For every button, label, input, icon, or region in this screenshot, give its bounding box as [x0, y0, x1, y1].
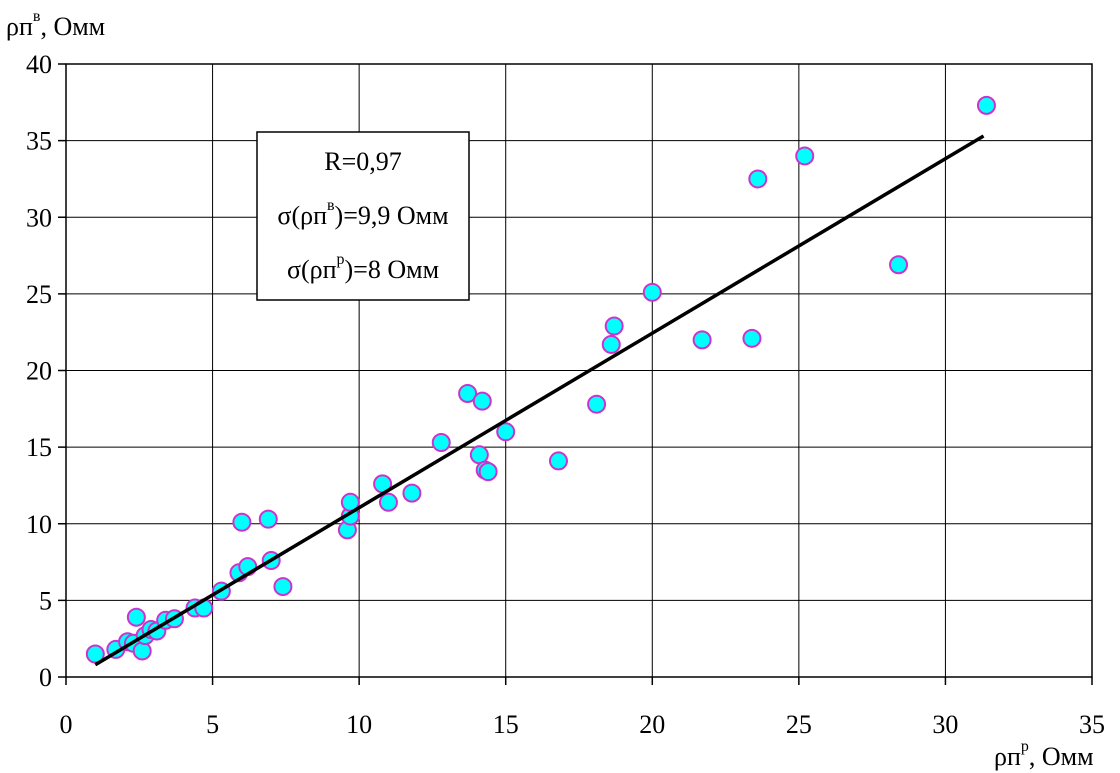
data-point [642, 282, 662, 302]
y-tick-label: 20 [26, 357, 52, 386]
stats-annotation: R=0,97 σ(ρпв)=9,9 Омм σ(ρпр)=8 Омм [256, 131, 470, 301]
stats-annotation-box [256, 131, 470, 301]
data-point [472, 391, 492, 411]
data-point [232, 512, 252, 532]
data-point [742, 328, 762, 348]
x-tick-label: 20 [639, 710, 665, 739]
data-point [601, 334, 621, 354]
data-point [548, 451, 568, 471]
y-tick-label: 40 [26, 50, 52, 79]
data-point [431, 433, 451, 453]
data-point [692, 330, 712, 350]
y-tick-label: 0 [39, 663, 52, 692]
data-point [496, 422, 516, 442]
sigma-p-text: σ(ρпр)=8 Омм [287, 251, 439, 284]
data-point [340, 492, 360, 512]
y-tick-label: 15 [26, 433, 52, 462]
y-tick-label: 10 [26, 510, 52, 539]
x-tick-label: 5 [206, 710, 219, 739]
data-point [976, 95, 996, 115]
x-tick-label: 10 [346, 710, 372, 739]
data-point [748, 169, 768, 189]
data-point [132, 641, 152, 661]
y-tick-label: 35 [26, 127, 52, 156]
y-axis-ticks: 0 5 10 15 20 25 30 35 40 [26, 50, 66, 692]
data-point [378, 492, 398, 512]
sigma-v-text: σ(ρпв)=9,9 Омм [277, 197, 448, 230]
grid-lines [66, 64, 1092, 677]
data-point [126, 607, 146, 627]
data-point [402, 483, 422, 503]
data-point [604, 316, 624, 336]
data-point [273, 577, 293, 597]
y-tick-label: 5 [39, 586, 52, 615]
data-points [85, 95, 996, 664]
r-value-text: R=0,97 [324, 147, 402, 176]
x-tick-label: 0 [60, 710, 73, 739]
x-tick-label: 35 [1079, 710, 1105, 739]
x-axis-label: ρпр, Омм [994, 738, 1094, 771]
x-tick-label: 30 [932, 710, 958, 739]
x-axis-ticks: 0 5 10 15 20 25 30 35 [60, 677, 1105, 739]
data-point [258, 509, 278, 529]
x-tick-label: 25 [786, 710, 812, 739]
y-axis-label: ρпв, Омм [6, 8, 105, 41]
data-point [889, 255, 909, 275]
data-point [795, 146, 815, 166]
data-point [478, 462, 498, 482]
y-tick-label: 30 [26, 203, 52, 232]
data-point [458, 383, 478, 403]
data-point [587, 394, 607, 414]
y-tick-label: 25 [26, 280, 52, 309]
x-tick-label: 15 [493, 710, 519, 739]
trend-line [94, 134, 985, 667]
data-point [85, 644, 105, 664]
